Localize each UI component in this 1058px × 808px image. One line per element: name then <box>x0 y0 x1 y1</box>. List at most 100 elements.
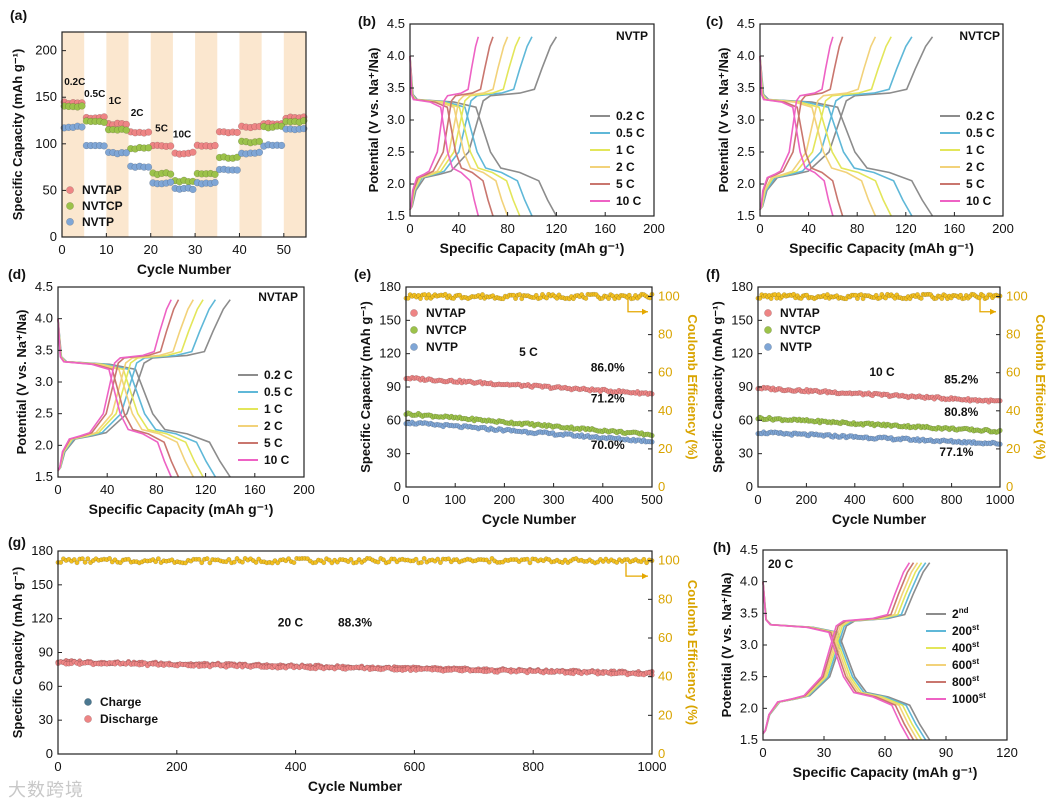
y2-tick-label: 80 <box>658 327 672 342</box>
x-tick-label: 160 <box>244 482 266 497</box>
discharge-curve-0.2 C <box>759 55 934 217</box>
x-tick-label: 200 <box>796 492 818 507</box>
y-axis-label: Potential (V vs. Na⁺/Na) <box>716 48 731 193</box>
y-tick-label: 150 <box>731 312 753 327</box>
rate-label: 0.2C <box>64 77 85 88</box>
x-axis-label: Cycle Number <box>482 511 577 527</box>
rate-band <box>106 32 129 237</box>
legend-label: 5 C <box>966 177 985 191</box>
legend-label: NVTAP <box>426 306 466 320</box>
ce-point <box>524 556 530 562</box>
x-tick-label: 0 <box>759 745 766 760</box>
x-axis-label: Cycle Number <box>308 778 403 794</box>
y-tick-label: 3.5 <box>387 80 405 95</box>
legend-label: 800st <box>952 674 979 689</box>
watermark-text: 大数跨境 <box>8 780 84 801</box>
retention-label: 88.3% <box>338 616 372 630</box>
ce-point <box>426 292 432 298</box>
legend-label: NVTCP <box>82 199 123 213</box>
legend-marker <box>66 202 74 210</box>
rate-annotation: 10 C <box>869 365 895 379</box>
panel-title: NVTCP <box>959 29 1000 43</box>
ce-arrow <box>625 562 648 577</box>
y-tick-label: 180 <box>379 279 401 294</box>
charge-curve-0.2 C <box>759 36 934 211</box>
y-tick-label: 1.5 <box>740 732 758 747</box>
legend-label: 1 C <box>264 402 283 416</box>
y-tick-label: 4.5 <box>740 542 758 557</box>
x-tick-label: 200 <box>643 221 665 236</box>
x-tick-label: 80 <box>149 482 163 497</box>
retention-label: 71.2% <box>591 392 625 406</box>
panel-title: 20 C <box>768 557 794 571</box>
charge-curve-2 C <box>57 299 194 472</box>
rate-band <box>195 32 218 237</box>
x-tick-label: 200 <box>494 492 516 507</box>
legend-label: 0.2 C <box>966 109 995 123</box>
y-tick-label: 2.5 <box>35 406 53 421</box>
y-tick-label: 1.5 <box>35 469 53 484</box>
charge-curve-2 C <box>759 36 877 210</box>
x-tick-label: 60 <box>878 745 892 760</box>
y-tick-label: 90 <box>39 645 53 660</box>
panel-d: 0.2 C 0.5 C 1 C 2 C 5 C 10 C NVTAP 0 40 80 120 160 2… <box>8 266 315 517</box>
y-tick-label: 4.0 <box>35 311 53 326</box>
legend-label: 400st <box>952 640 979 655</box>
x-tick-label: 80 <box>850 221 864 236</box>
x-axis-label: Specific Capacity (mAh g⁻¹) <box>440 240 625 256</box>
data-point-NVTCP <box>144 144 153 152</box>
y2-tick-label: 80 <box>658 591 672 606</box>
y-tick-label: 2.0 <box>737 176 755 191</box>
y2-axis-label: Coulomb Efficiency (%) <box>685 314 700 459</box>
charge-curve-10 C <box>409 36 480 210</box>
ce-point <box>583 296 589 301</box>
ce-point <box>391 556 397 562</box>
discharge-curve-0.5 C <box>57 318 217 478</box>
ce-point <box>353 559 359 565</box>
x-tick-label: 120 <box>895 221 917 236</box>
y-tick-label: 0 <box>46 746 53 761</box>
y2-tick-label: 0 <box>1006 479 1013 494</box>
plot-frame <box>61 31 307 238</box>
data-point-NVTP <box>100 142 108 150</box>
x-tick-label: 400 <box>592 492 614 507</box>
x-axis-label: Cycle Number <box>137 261 232 277</box>
y-axis-label: Potential (V vs. Na⁺/Na) <box>366 48 381 193</box>
x-tick-label: 1000 <box>638 759 667 774</box>
x-axis-label: Specific Capacity (mAh g⁻¹) <box>793 764 978 780</box>
legend-label: NVTCP <box>780 323 821 337</box>
panel-label: (d) <box>8 266 26 282</box>
ce-point <box>204 556 210 562</box>
y-tick-label: 150 <box>35 89 57 104</box>
data-point-NVTP <box>255 148 264 156</box>
y-tick-label: 90 <box>387 379 401 394</box>
discharge-curve-10 C <box>57 318 172 478</box>
ce-point <box>486 559 492 565</box>
ce-point <box>918 296 924 301</box>
x-tick-label: 30 <box>817 745 831 760</box>
ce-point <box>234 556 240 561</box>
x-tick-label: 20 <box>143 242 157 257</box>
ce-point <box>418 296 423 301</box>
ce-point <box>421 556 427 561</box>
retention-label: 86.0% <box>591 360 625 374</box>
y-tick-label: 3.0 <box>387 112 405 127</box>
x-tick-label: 500 <box>641 492 663 507</box>
legend-label: NVTP <box>82 215 114 229</box>
ce-point <box>437 560 443 566</box>
legend-label: 0.2 C <box>264 368 293 382</box>
ce-point <box>480 292 485 297</box>
data-point-NVTAP <box>144 128 153 136</box>
legend-marker <box>84 715 92 723</box>
ce-point <box>519 296 525 302</box>
ce-point <box>375 559 381 565</box>
discharge-curve-1 C <box>409 55 521 217</box>
ce-point <box>153 559 159 565</box>
ce-point <box>326 557 332 563</box>
retention-label: 80.8% <box>944 405 978 419</box>
ce-point <box>356 557 362 563</box>
retention-label: 70.0% <box>591 438 625 452</box>
ce-point <box>381 557 386 563</box>
data-point-NVTCP <box>233 153 241 161</box>
